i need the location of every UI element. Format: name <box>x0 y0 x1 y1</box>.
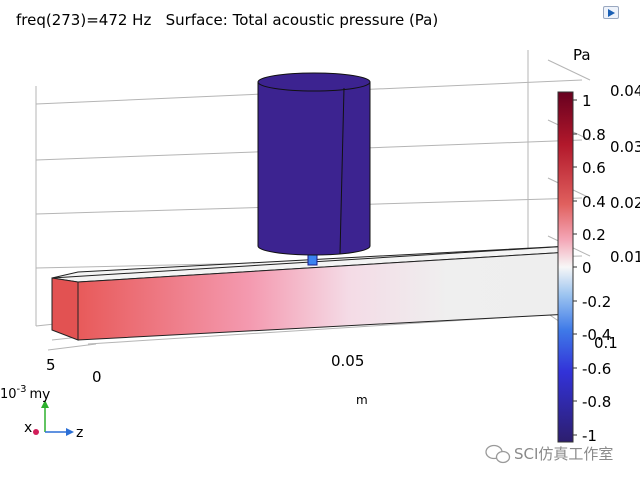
colorbar-label: -0.8 <box>582 393 611 411</box>
colorbar-label: 1 <box>582 92 592 110</box>
play-icon[interactable] <box>603 6 619 19</box>
colorbar-gradient <box>557 91 574 443</box>
z-arrow-icon <box>66 428 74 436</box>
svg-text:0.03: 0.03 <box>610 138 640 156</box>
triad-x-label: x <box>24 420 32 436</box>
colorbar-label: -0.4 <box>582 326 611 344</box>
colorbar-label: 0 <box>582 259 592 277</box>
colorbar-label: -0.2 <box>582 293 611 311</box>
triad-z-label: z <box>76 425 83 441</box>
colorbar-label: 0.6 <box>582 159 606 177</box>
colorbar-label: 0.4 <box>582 193 606 211</box>
watermark: SCI仿真工作室 <box>485 444 613 464</box>
svg-text:0.04: 0.04 <box>610 82 640 100</box>
axis-unit-label: m <box>356 393 368 407</box>
right-axis-ticks: 0.04 0.03 0.02 0.01 0.1 <box>594 82 640 352</box>
svg-text:0.02: 0.02 <box>610 194 640 212</box>
z-tick-0-05: 0.05 <box>331 352 364 370</box>
svg-text:0.1: 0.1 <box>594 334 618 352</box>
y-arrow-icon <box>41 400 49 408</box>
colorbar-unit: Pa <box>573 46 591 64</box>
plot-title: freq(273)=472 Hz Surface: Total acoustic… <box>16 11 439 29</box>
triad-y-label: y <box>42 387 50 403</box>
colorbar-label: -1 <box>582 427 597 445</box>
cylinder-geometry <box>257 72 371 256</box>
watermark-text: SCI仿真工作室 <box>514 445 613 463</box>
svg-text:0.01: 0.01 <box>610 248 640 266</box>
z-tick-0: 0 <box>92 368 102 386</box>
axis-triad: y z x <box>24 387 83 441</box>
colorbar: Pa 1 0.8 0.6 0.4 0.2 0 -0.2 -0.4 -0.6 -0… <box>557 46 611 445</box>
colorbar-label: 0.2 <box>582 226 606 244</box>
y-exponent-label: 10-3 m <box>0 384 42 402</box>
colorbar-label: -0.6 <box>582 360 611 378</box>
x-axis-dot-icon <box>33 429 39 435</box>
y-tick-5: 5 <box>46 356 56 374</box>
colorbar-label: 0.8 <box>582 126 606 144</box>
wechat-icon <box>485 444 511 464</box>
connector-stub <box>307 253 318 266</box>
